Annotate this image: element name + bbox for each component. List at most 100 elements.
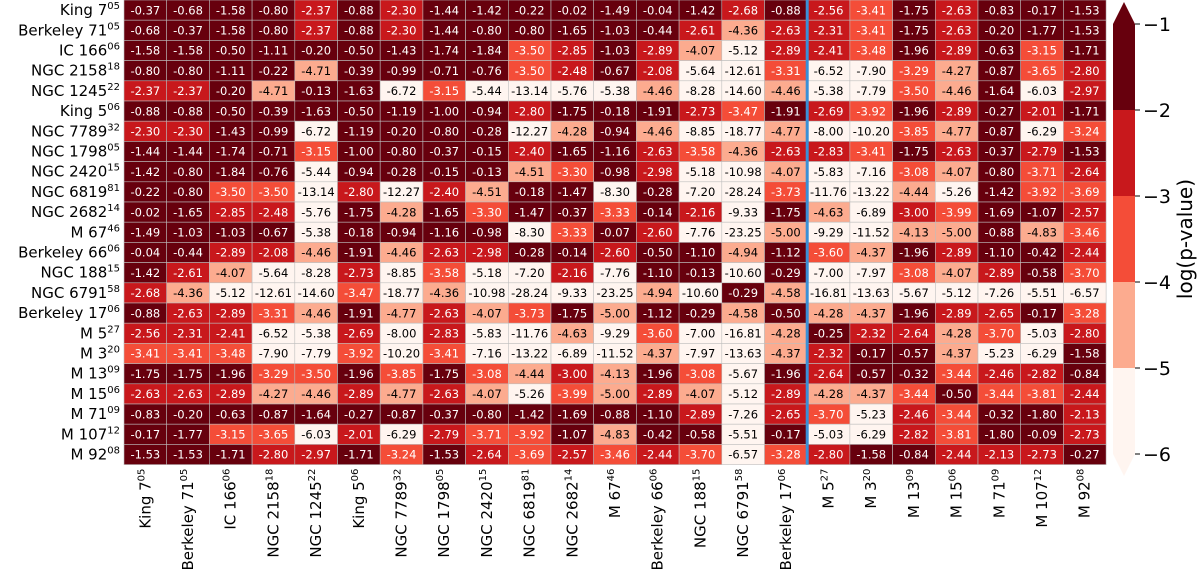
cell-value-label: -0.29 [728, 286, 758, 300]
cell-value-label: -1.77 [173, 428, 203, 442]
cell-value-label: -1.53 [1070, 3, 1100, 17]
cell-value-label: -1.42 [472, 3, 502, 17]
cell-value-label: -1.42 [130, 165, 160, 179]
cell-value-label: -3.08 [686, 367, 716, 381]
cell-value-label: -0.50 [771, 306, 801, 320]
cell-value-label: -2.37 [130, 84, 160, 98]
cell-value-label: -13.22 [853, 185, 890, 199]
cell-value-label: -0.32 [984, 407, 1014, 421]
cell-value-label: -0.94 [472, 104, 502, 118]
cell-value-label: -4.58 [728, 306, 758, 320]
cell-value-label: -4.77 [387, 306, 417, 320]
cell-value-label: -4.71 [301, 64, 331, 78]
cell-value-label: -2.68 [130, 286, 160, 300]
cell-value-label: -3.28 [771, 448, 801, 462]
cell-value-label: -4.46 [643, 84, 673, 98]
cell-value-label: -8.00 [387, 327, 417, 341]
cell-value-label: -0.13 [472, 165, 502, 179]
cell-value-label: -3.47 [344, 286, 374, 300]
cell-value-label: -0.22 [515, 3, 545, 17]
cell-value-label: -3.50 [216, 185, 246, 199]
cell-value-label: -4.37 [942, 347, 972, 361]
cell-value-label: -6.29 [856, 428, 886, 442]
cell-value-label: -1.03 [173, 226, 203, 240]
cell-value-label: -8.30 [515, 226, 545, 240]
cell-value-label: -0.58 [686, 428, 716, 442]
cell-value-label: -10.98 [468, 286, 505, 300]
cell-value-label: -2.64 [899, 327, 929, 341]
row-label: M 320 [80, 345, 120, 363]
cell-value-label: -5.18 [686, 165, 716, 179]
colorbar-segment [1113, 110, 1135, 196]
cell-value-label: -0.68 [173, 3, 203, 17]
cell-value-label: -2.65 [771, 407, 801, 421]
cell-value-label: -4.07 [472, 306, 502, 320]
cell-value-label: -5.26 [515, 387, 545, 401]
cell-value-label: -1.44 [173, 145, 203, 159]
cell-value-label: -2.89 [216, 246, 246, 260]
cell-value-label: -5.38 [600, 84, 630, 98]
cell-value-label: -2.64 [472, 448, 502, 462]
cell-value-label: -4.77 [942, 125, 972, 139]
cell-value-label: -2.80 [1070, 64, 1100, 78]
cell-value-label: -2.73 [686, 104, 716, 118]
cell-value-label: -0.27 [344, 407, 374, 421]
cell-value-label: -2.16 [686, 205, 716, 219]
cell-value-label: -0.20 [984, 24, 1014, 38]
cell-value-label: -2.82 [899, 428, 929, 442]
cell-value-label: -1.77 [1027, 24, 1057, 38]
cell-value-label: -2.56 [130, 327, 160, 341]
cell-value-label: -0.87 [984, 64, 1014, 78]
cell-value-label: -5.51 [728, 428, 758, 442]
cell-value-label: -0.07 [600, 226, 630, 240]
cell-value-label: -2.89 [942, 104, 972, 118]
cell-value-label: -4.63 [814, 205, 844, 219]
cell-value-label: -6.89 [557, 347, 587, 361]
cell-value-label: -2.13 [1070, 407, 1100, 421]
cell-value-label: -4.46 [387, 246, 417, 260]
cell-value-label: -1.74 [216, 145, 246, 159]
cell-value-label: -4.44 [899, 185, 929, 199]
cell-value-label: -1.71 [216, 448, 246, 462]
cell-value-label: -2.32 [856, 327, 886, 341]
cell-value-label: -3.08 [899, 266, 929, 280]
cell-value-label: -1.75 [899, 3, 929, 17]
cell-value-label: -1.71 [1070, 104, 1100, 118]
cell-value-label: -2.89 [686, 407, 716, 421]
cell-value-label: -0.71 [429, 64, 459, 78]
cell-value-label: -4.28 [557, 125, 587, 139]
cell-value-label: -3.46 [1070, 226, 1100, 240]
cell-value-label: -0.37 [429, 407, 459, 421]
cell-value-label: -4.77 [771, 125, 801, 139]
cell-value-label: -3.48 [856, 44, 886, 58]
cell-value-label: -4.28 [942, 327, 972, 341]
cell-value-label: -2.61 [686, 24, 716, 38]
cell-value-label: -4.07 [686, 387, 716, 401]
cell-value-label: -1.63 [301, 104, 331, 118]
cell-value-label: -2.32 [814, 347, 844, 361]
cell-value-label: -1.75 [173, 367, 203, 381]
cell-value-label: -1.65 [173, 205, 203, 219]
cell-value-label: -2.89 [771, 44, 801, 58]
cell-value-label: -5.64 [686, 64, 716, 78]
cell-value-label: -2.08 [643, 64, 673, 78]
cell-value-label: -0.63 [984, 44, 1014, 58]
cell-value-label: -5.83 [472, 327, 502, 341]
cell-value-label: -2.57 [1070, 205, 1100, 219]
cell-value-label: -0.42 [643, 428, 673, 442]
cell-value-label: -2.89 [942, 246, 972, 260]
cell-value-label: -1.71 [344, 448, 374, 462]
cell-value-label: -6.52 [259, 327, 289, 341]
cell-value-label: -0.88 [600, 407, 630, 421]
cell-value-label: -0.57 [899, 347, 929, 361]
cell-value-label: -0.02 [557, 3, 587, 17]
column-label: NGC 179805 [435, 469, 453, 558]
cell-value-label: -2.89 [643, 44, 673, 58]
cell-value-label: -2.31 [173, 327, 203, 341]
cell-value-label: -1.42 [686, 3, 716, 17]
cell-value-label: -1.84 [472, 44, 502, 58]
cell-value-label: -3.73 [771, 185, 801, 199]
cell-value-label: -28.24 [725, 185, 762, 199]
cell-value-label: -0.88 [130, 104, 160, 118]
cell-value-label: -4.63 [557, 327, 587, 341]
